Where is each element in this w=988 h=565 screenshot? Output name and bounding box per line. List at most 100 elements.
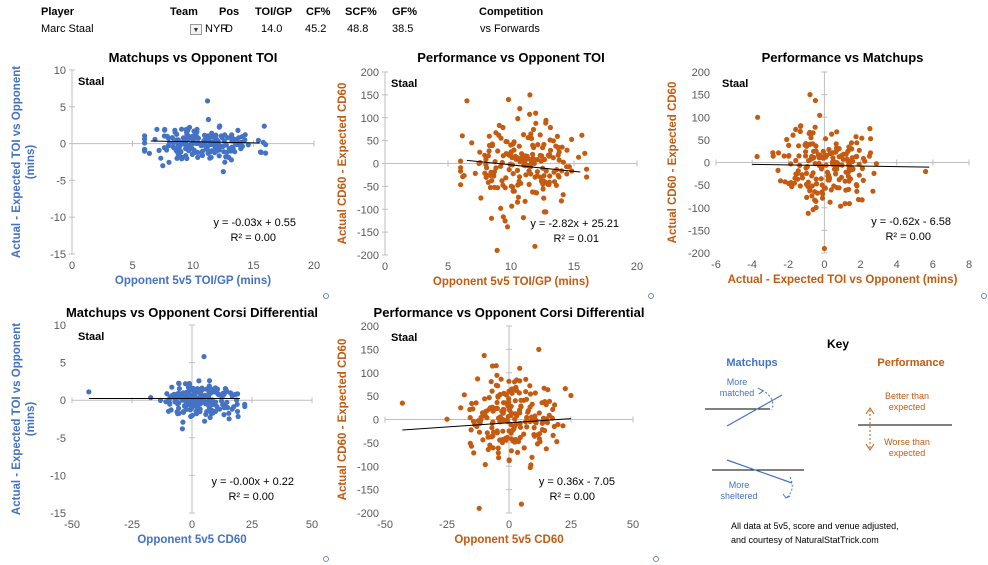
data-point	[495, 450, 501, 456]
x-tick-label: 25	[246, 519, 258, 531]
data-point	[818, 176, 824, 182]
data-point	[856, 147, 862, 153]
data-point	[489, 434, 495, 440]
key-more-sheltered-2: sheltered	[720, 491, 757, 501]
data-point	[166, 159, 172, 165]
x-tick-label: 50	[627, 519, 639, 531]
data-point	[518, 501, 524, 507]
data-point	[234, 408, 241, 415]
data-point	[550, 432, 556, 438]
data-point	[497, 391, 503, 398]
data-point	[176, 386, 182, 392]
data-point	[823, 154, 829, 160]
y-tick-label: 150	[361, 344, 379, 356]
data-point	[226, 416, 232, 422]
series-label: Staal	[391, 78, 417, 90]
data-point	[186, 401, 193, 408]
key-title: Key	[827, 337, 849, 351]
x-tick-label: 25	[565, 519, 577, 531]
data-point	[825, 173, 831, 179]
footnote-line-2: and courtesy of NaturalStatTrick.com	[731, 535, 879, 545]
data-point	[850, 166, 856, 172]
x-tick-label: 6	[930, 259, 936, 271]
data-point	[523, 376, 529, 382]
data-point	[795, 176, 801, 182]
data-point	[781, 153, 787, 159]
data-point	[539, 420, 545, 426]
chart-matchups-vs-opponent-corsi: Matchups vs Opponent Corsi Differential -…	[11, 305, 329, 562]
data-point	[495, 148, 501, 154]
trend-line	[150, 140, 260, 144]
chart-title: Matchups vs Opponent Corsi Differential	[66, 305, 318, 320]
data-point	[525, 156, 531, 162]
data-point	[531, 425, 537, 431]
data-point	[194, 411, 200, 417]
data-point	[494, 399, 500, 406]
data-point	[533, 120, 539, 126]
data-point	[543, 168, 549, 174]
y-axis-title-line: Actual CD60 - Expected CD60	[337, 83, 349, 245]
r-squared: R² = 0.00	[549, 491, 595, 503]
x-tick-label: 0	[382, 261, 388, 273]
data-point	[242, 137, 248, 143]
data-point	[201, 138, 207, 144]
data-point	[489, 388, 495, 394]
data-point	[476, 505, 482, 511]
data-point	[176, 405, 182, 411]
y-tick-label: -200	[357, 508, 379, 520]
data-point	[468, 443, 475, 449]
chart-performance-vs-opponent-toi: Performance vs Opponent TOI 0 5 10 15 20 -200 -…	[337, 50, 654, 299]
data-point	[242, 401, 248, 407]
data-point	[796, 143, 802, 149]
data-point	[500, 428, 506, 434]
data-point	[531, 160, 537, 166]
data-point	[555, 152, 561, 158]
data-point	[461, 173, 467, 179]
data-point	[859, 135, 865, 141]
data-point	[540, 178, 547, 184]
data-point	[199, 398, 205, 404]
data-point	[502, 218, 508, 224]
data-point	[541, 385, 547, 391]
x-tick-label: 2	[858, 259, 864, 271]
data-point	[494, 405, 500, 411]
data-point	[527, 383, 533, 389]
data-point	[175, 411, 181, 417]
y-tick-label: 100	[361, 368, 379, 380]
data-point	[775, 167, 781, 173]
data-point	[204, 98, 211, 104]
data-point	[856, 172, 862, 178]
data-point	[868, 136, 874, 142]
data-point	[552, 402, 558, 408]
data-point	[506, 167, 512, 173]
footnote: All data at 5v5, score and venue adjuste…	[731, 519, 899, 547]
data-point	[517, 424, 524, 430]
data-point	[496, 132, 502, 138]
data-point	[168, 407, 174, 413]
performance-diagram: Better than expected Worse than expected	[858, 391, 952, 458]
y-tick-label: 0	[60, 139, 66, 151]
data-point	[232, 149, 238, 155]
data-point	[812, 97, 818, 104]
data-point	[495, 185, 501, 191]
y-tick-label: 100	[692, 112, 710, 124]
key-better-2: expected	[889, 402, 926, 412]
chart-resize-handle	[981, 293, 987, 299]
data-point	[829, 131, 835, 137]
data-point	[526, 168, 532, 174]
data-point	[560, 423, 566, 429]
data-point	[142, 148, 148, 154]
data-point	[855, 196, 862, 203]
data-point	[537, 431, 543, 437]
data-point	[161, 145, 167, 151]
data-point	[526, 181, 532, 187]
data-point	[484, 415, 490, 421]
data-point	[142, 140, 148, 146]
team-dropdown-button[interactable]: ▼	[190, 24, 202, 35]
data-point	[554, 439, 560, 445]
x-axis-title: Actual - Expected TOI vs Opponent (mins)	[728, 274, 958, 286]
data-point	[263, 150, 269, 156]
data-point	[258, 149, 264, 155]
data-point	[458, 182, 464, 188]
data-point	[527, 404, 533, 410]
